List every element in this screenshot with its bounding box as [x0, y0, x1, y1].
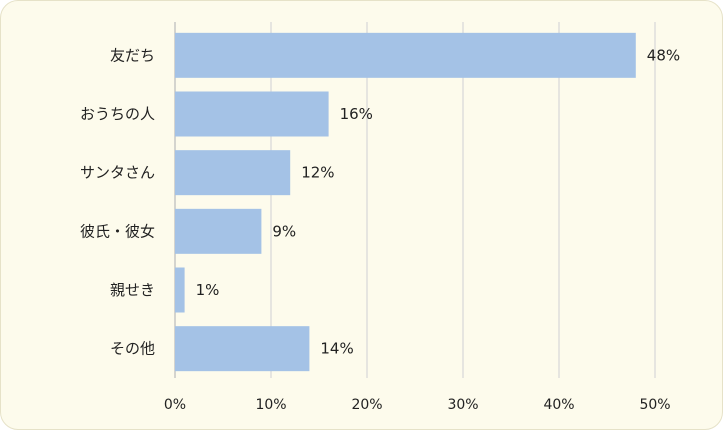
- category-label: 親せき: [110, 281, 155, 299]
- category-label: 彼氏・彼女: [80, 222, 155, 240]
- category-label: おうちの人: [80, 105, 155, 123]
- bars: [175, 32, 636, 372]
- category-label: 友だち: [110, 46, 155, 64]
- value-label: 12%: [301, 164, 334, 182]
- value-label: 16%: [340, 105, 373, 123]
- value-label: 9%: [272, 222, 296, 240]
- bar-2: [175, 91, 329, 137]
- grid-lines: [174, 22, 656, 378]
- bar-5: [175, 267, 185, 313]
- category-label: その他: [110, 340, 155, 358]
- x-axis-ticks: 0% 10% 20% 30% 40% 50%: [164, 397, 671, 413]
- bar-1: [175, 32, 636, 78]
- bar-6: [175, 326, 310, 372]
- bar-4: [175, 208, 262, 254]
- x-tick-label: 40%: [543, 397, 574, 413]
- x-tick-label: 30%: [447, 397, 478, 413]
- value-label: 1%: [196, 281, 220, 299]
- bar-3: [175, 150, 291, 196]
- labels: 友だち 48% おうちの人 16% サンタさん 12% 彼氏・彼女 9% 親せき 1% その他 14%: [80, 46, 680, 357]
- value-label: 14%: [320, 340, 353, 358]
- x-tick-label: 0%: [164, 397, 186, 413]
- x-tick-label: 10%: [255, 397, 286, 413]
- value-label: 48%: [647, 46, 680, 64]
- category-label: サンタさん: [80, 164, 155, 182]
- x-tick-label: 20%: [351, 397, 382, 413]
- x-tick-label: 50%: [639, 397, 670, 413]
